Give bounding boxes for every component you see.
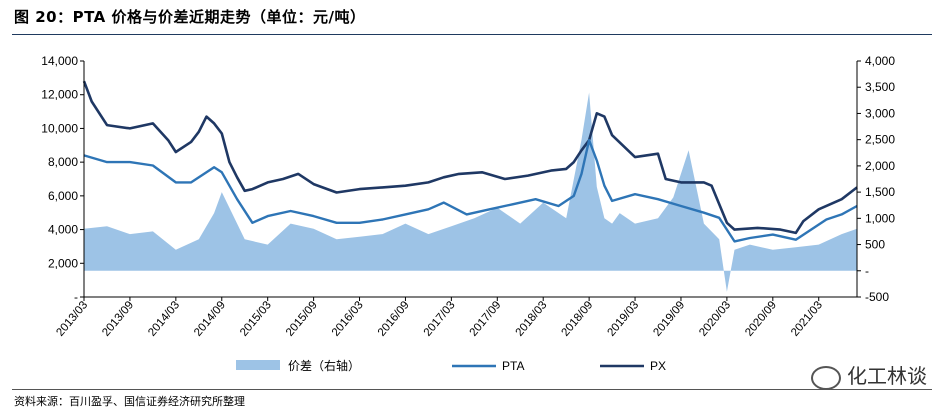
right-tick-label: 2,500 [865, 133, 895, 147]
x-tick-label: 2016/09 [376, 299, 412, 339]
x-tick-label: 2013/09 [100, 299, 136, 339]
line-layer [82, 80, 858, 243]
x-tick-label: 2021/03 [789, 299, 825, 339]
chart: 14,000 12,000 10,000 8,000 6,000 4,000 2,000 - 4… [41, 54, 895, 373]
source-note: 资料来源：百川盈孚、国信证券经济研究所整理 [14, 395, 245, 408]
x-tick-label: 2015/03 [238, 299, 274, 339]
legend-label-pta: PTA [502, 359, 524, 373]
left-tick-label: 12,000 [41, 88, 78, 102]
title-rule [12, 34, 932, 35]
x-tick-label: 2014/09 [192, 299, 228, 339]
right-tick-label: 1,000 [865, 211, 895, 225]
x-tick-label: 2018/03 [514, 299, 550, 339]
right-tick-label: 3,500 [865, 80, 895, 94]
legend-label-spread: 价差（右轴） [288, 358, 360, 373]
left-tick-label: 8,000 [48, 155, 78, 169]
left-tick-label: 6,000 [48, 189, 78, 203]
watermark: 化工林谈 [811, 360, 927, 390]
legend-label-px: PX [650, 359, 666, 373]
pta-line [83, 138, 858, 243]
right-tick-label: 1,500 [865, 185, 895, 199]
x-tick-label: 2014/03 [146, 299, 182, 339]
spread-area-layer [84, 92, 857, 292]
spread-area [84, 92, 857, 292]
right-tick-label: 4,000 [865, 54, 895, 68]
x-tick-label: 2018/09 [560, 299, 596, 339]
x-tick-label: 2013/03 [54, 299, 90, 339]
right-tick-label: 3,000 [865, 106, 895, 120]
x-tick-label: 2020/03 [697, 299, 733, 339]
x-tick-label: 2017/03 [422, 299, 458, 339]
left-tick-label: 14,000 [41, 54, 78, 68]
right-tick-label: -500 [865, 290, 889, 304]
right-tick-label: 2,000 [865, 159, 895, 173]
x-tick-label: 2017/09 [468, 299, 504, 339]
right-tick-label: 500 [865, 238, 885, 252]
left-tick-label: 4,000 [48, 223, 78, 237]
source-rule [12, 389, 932, 390]
right-tick-label: - [865, 264, 869, 278]
left-tick-label: 10,000 [41, 121, 78, 135]
x-tick-label: 2020/09 [743, 299, 779, 339]
x-tick-label: 2019/03 [605, 299, 641, 339]
wechat-icon [811, 365, 841, 390]
x-tick-label: 2019/09 [651, 299, 687, 339]
figure-title: 图 20：PTA 价格与价差近期走势（单位：元/吨） [14, 8, 366, 26]
left-tick-label: 2,000 [48, 256, 78, 270]
x-tick-label: 2015/09 [284, 299, 320, 339]
watermark-text: 化工林谈 [847, 364, 927, 388]
left-tick-label: - [74, 290, 78, 304]
axes-layer: 14,000 12,000 10,000 8,000 6,000 4,000 2,000 - 4… [41, 54, 895, 339]
legend: 价差（右轴） PTA PX [236, 358, 666, 373]
px-line [82, 80, 858, 235]
legend-swatch-spread [236, 360, 280, 370]
x-tick-label: 2016/03 [330, 299, 366, 339]
